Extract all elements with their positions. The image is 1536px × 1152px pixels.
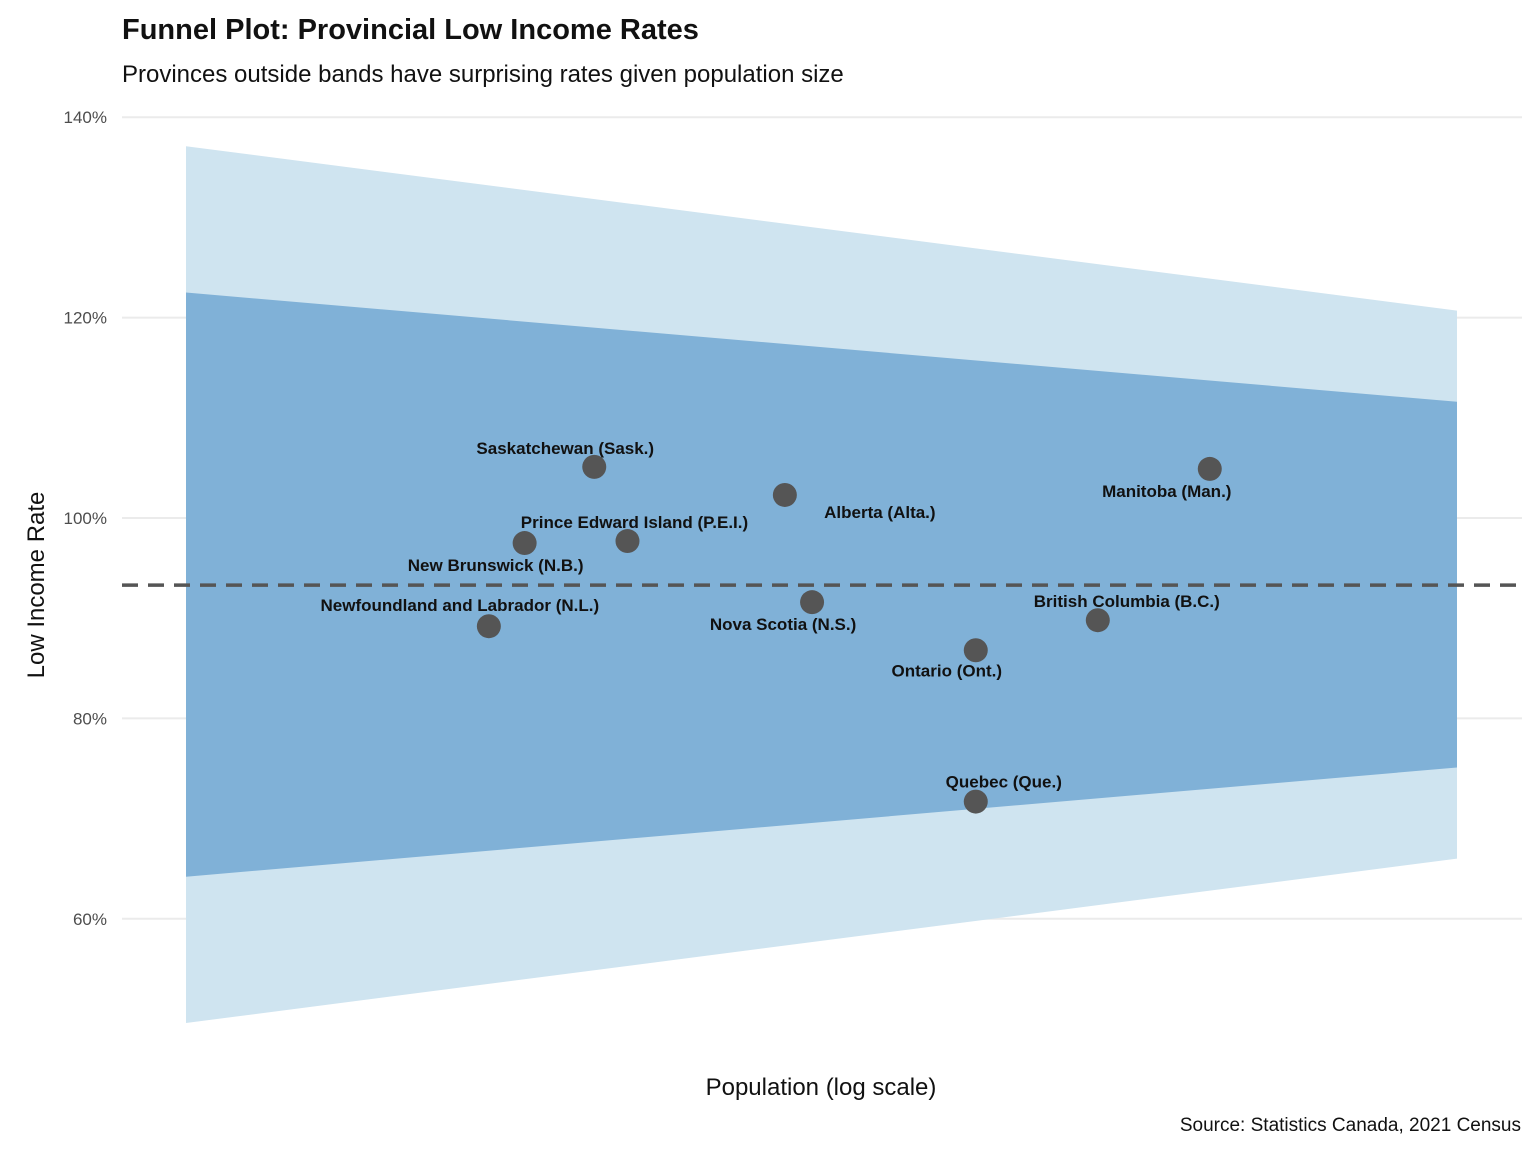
point-label: Quebec (Que.) [946,773,1062,792]
caption: Source: Statistics Canada, 2021 Census [1180,1115,1521,1136]
data-point [800,590,825,615]
data-point [963,638,988,663]
y-tick-label: 60% [73,910,107,929]
point-label: Saskatchewan (Sask.) [476,439,654,458]
points [476,454,1222,814]
data-point [476,614,501,639]
point-label: Alberta (Alta.) [824,503,935,522]
point-label: Prince Edward Island (P.E.I.) [521,513,748,532]
point-label: Manitoba (Man.) [1102,482,1231,501]
y-axis-title: Low Income Rate [23,492,50,679]
x-axis-title: Population (log scale) [706,1074,937,1101]
data-point [512,531,537,556]
data-point [963,789,988,814]
chart-title: Funnel Plot: Provincial Low Income Rates [122,14,699,46]
y-tick-label: 100% [64,509,107,528]
point-label: New Brunswick (N.B.) [408,556,584,575]
y-tick-label: 140% [64,108,107,127]
data-point [772,482,797,507]
y-tick-label: 80% [73,709,107,728]
confidence-bands [186,146,1457,1024]
data-point [1197,456,1222,481]
point-label: British Columbia (B.C.) [1034,592,1220,611]
y-tick-label: 120% [64,309,107,328]
point-label: Nova Scotia (N.S.) [710,615,856,634]
data-point [582,454,607,479]
inner-band [186,292,1457,877]
point-label: Ontario (Ont.) [892,661,1002,680]
chart-subtitle: Provinces outside bands have surprising … [122,61,844,88]
point-label: Newfoundland and Labrador (N.L.) [321,596,600,615]
data-point [615,529,640,554]
point-labels: Newfoundland and Labrador (N.L.) New Brun… [321,439,1232,792]
data-point [1085,608,1110,633]
